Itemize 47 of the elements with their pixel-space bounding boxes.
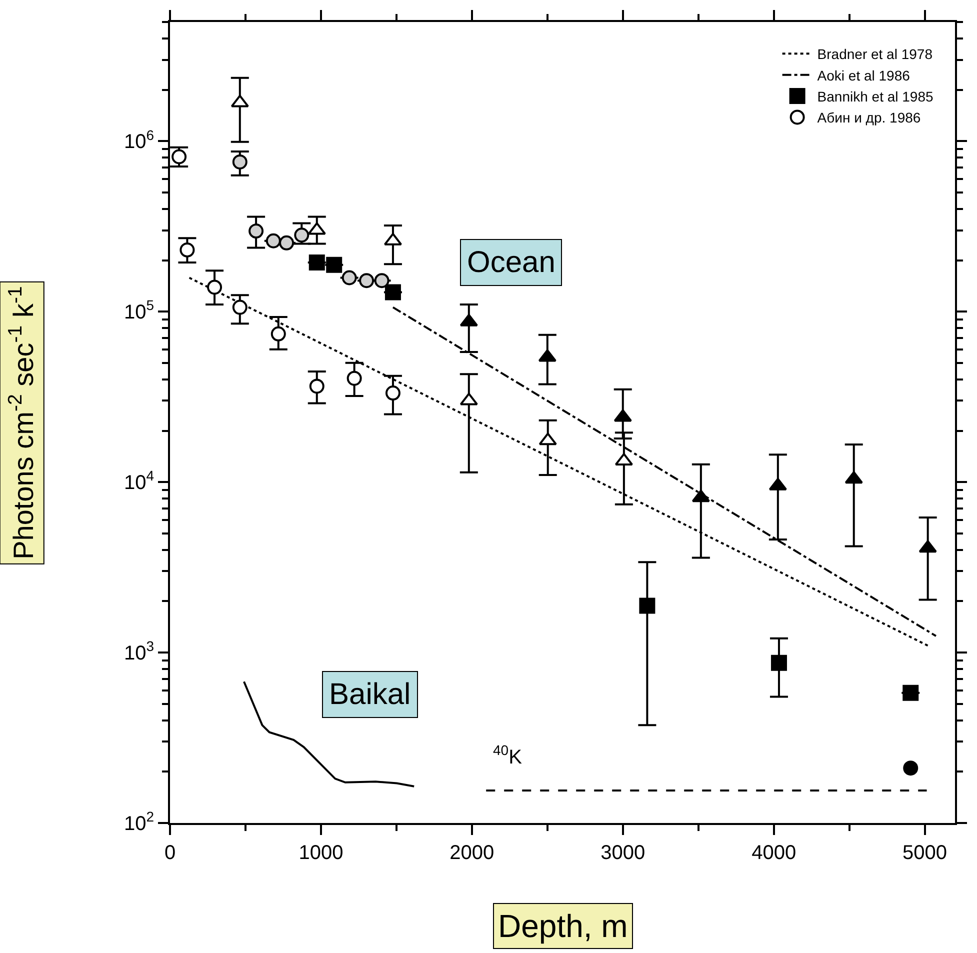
point [270,326,286,342]
y-tick-label: 10$^{2}$ [124,808,154,835]
point [844,471,863,484]
point [342,270,357,286]
point [460,392,478,406]
point [768,478,787,490]
x-tick-label: 3000 [600,842,646,864]
legend-label: Bradner et al 1978 [817,46,933,62]
point [639,598,656,614]
point [538,349,556,362]
point [232,154,248,170]
point [279,235,294,250]
y-tick-label: 10$^{3}$ [124,638,154,665]
point [903,760,918,776]
point [207,280,222,295]
point [374,273,390,288]
legend-label: Bannikh et al 1985 [817,88,934,104]
point [538,432,557,446]
legend-label: Aoki et al 1986 [817,67,910,84]
y-tick-label: 10$^{5}$ [124,297,154,324]
y-tick-label: 10$^{6}$ [124,126,154,154]
annotation: Ocean [467,246,556,279]
line-series [242,680,416,788]
point [384,284,401,300]
point [346,370,362,386]
point [385,386,400,401]
point [248,224,264,239]
y-tick-label: 10$^{4}$ [124,468,154,494]
x-tick-label: 0 [164,842,176,864]
point [614,409,632,422]
x-tick-label: 4000 [752,842,796,864]
point [359,273,374,288]
x-tick-label: 1000 [298,842,344,864]
point [266,233,281,248]
point [180,242,195,258]
point [232,300,248,315]
legend-label: Абин и др. 1986 [817,110,921,126]
x-tick-label: 5000 [902,842,948,864]
annotation: $^{40}$K [493,742,523,768]
point [309,378,324,394]
point [770,654,787,671]
point [294,228,310,243]
point [902,684,919,701]
point [918,540,937,553]
x-axis-title: Depth, m [498,908,628,944]
annotation: Baikal [329,678,411,711]
x-tick-label: 2000 [450,842,494,864]
